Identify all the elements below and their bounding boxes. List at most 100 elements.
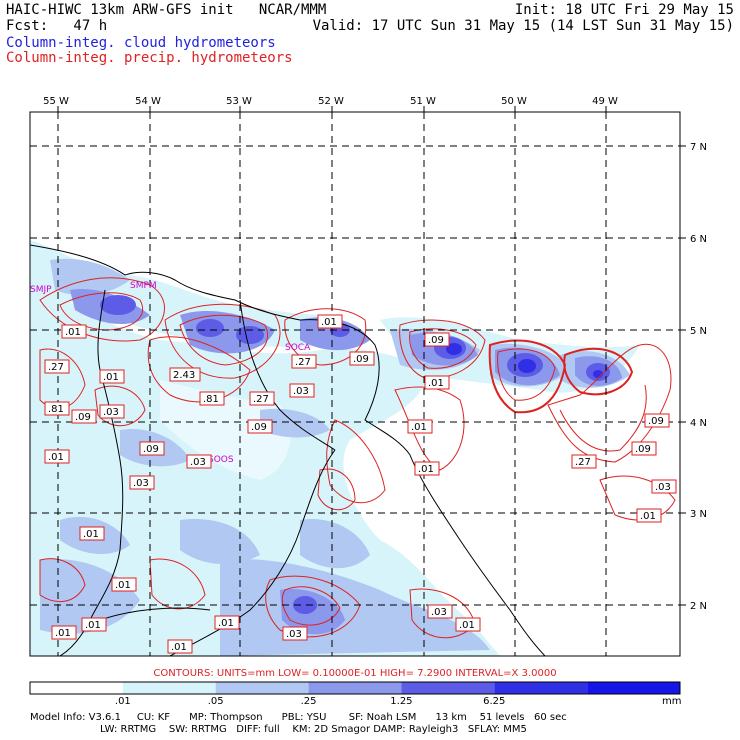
contour-label-box <box>186 454 212 469</box>
contour-label-box <box>44 401 70 416</box>
station-label: SOOS <box>208 455 234 465</box>
contour-label-box <box>455 617 481 632</box>
contour-label: .27 <box>253 394 269 405</box>
contour-label: .01 <box>115 580 131 591</box>
contour-label-box <box>644 413 670 428</box>
contour-label-box <box>214 615 240 630</box>
contour-label: .01 <box>85 620 101 631</box>
contour-label-box <box>99 369 125 384</box>
contour-label-box <box>282 626 308 641</box>
contour-label-box <box>111 577 137 592</box>
colorbar-label: 1.25 <box>390 696 412 707</box>
contour-label-box <box>169 367 201 382</box>
colorbar-swatch <box>122 682 216 694</box>
contour-label: .01 <box>48 452 64 463</box>
contour-label-box <box>61 324 87 339</box>
contour-label: .09 <box>251 422 267 433</box>
contour-label: .09 <box>75 412 91 423</box>
colorbar-frame <box>29 681 681 695</box>
contour-label-box <box>414 461 440 476</box>
colorbar-swatch <box>587 682 680 694</box>
colorbar: .01 .05 .25 1.25 6.25 <box>29 681 681 707</box>
contour-label: .03 <box>293 386 309 397</box>
lon-label: 53 W <box>226 96 252 107</box>
lon-label: 52 W <box>318 96 344 107</box>
colorbar-units: mm <box>662 696 681 707</box>
lat-label: 6 N <box>690 234 707 245</box>
contour-label: .03 <box>286 629 302 640</box>
lat-label: 7 N <box>690 142 707 153</box>
field-precip-label: Column-integ. precip. hydrometeors <box>6 50 293 66</box>
lon-label: 55 W <box>43 96 69 107</box>
forecast-hour: Fcst: 47 h <box>6 18 108 34</box>
contour-label: .01 <box>321 317 337 328</box>
contour-label-box <box>81 617 107 632</box>
contour-label-box <box>289 383 315 398</box>
contour-label: .09 <box>143 444 159 455</box>
contour-label: .09 <box>635 444 651 455</box>
contour-label: .03 <box>431 607 447 618</box>
colorbar-swatch <box>494 682 588 694</box>
contour-label: 2.43 <box>173 370 195 381</box>
lon-label: 54 W <box>135 96 161 107</box>
contour-label: .03 <box>103 407 119 418</box>
contour-label: .01 <box>459 620 475 631</box>
contour-label-box <box>51 625 77 640</box>
contour-label: .09 <box>428 335 444 346</box>
contour-label: .01 <box>103 372 119 383</box>
plot-frame <box>29 111 681 657</box>
contour-label-box <box>424 332 450 347</box>
contour-label: .01 <box>65 327 81 338</box>
contour-label-box <box>167 639 193 654</box>
init-time: Init: 18 UTC Fri 29 May 15 <box>514 2 734 18</box>
contour-label: .27 <box>48 362 64 373</box>
contour-label-box <box>44 449 70 464</box>
colorbar-label: .05 <box>208 696 224 707</box>
contour-label: .01 <box>171 642 187 653</box>
station-label: SMJP <box>30 285 52 295</box>
contour-info: CONTOURS: UNITS=mm LOW= 0.10000E-01 HIGH… <box>153 668 556 679</box>
model-info-line2: LW: RRTMG SW: RRTMG DIFF: full KM: 2D Sm… <box>100 724 527 735</box>
colorbar-label: .01 <box>115 696 131 707</box>
contour-label: .09 <box>353 354 369 365</box>
contour-label-box <box>636 508 662 523</box>
contour-label-box <box>571 454 597 469</box>
contour-label-box <box>44 359 70 374</box>
lat-label: 5 N <box>690 326 707 337</box>
contour-label: .03 <box>655 482 671 493</box>
contour-value-labels: .01 .27 .81 .01 .03 .09 .01 2.43 .81 .27 .03 .09 .09… <box>44 314 677 654</box>
field-cloud-label: Column-integ. cloud hydrometeors <box>6 35 276 51</box>
colorbar-label: .25 <box>301 696 317 707</box>
lat-label: 2 N <box>690 601 707 612</box>
contour-label: .81 <box>203 394 219 405</box>
cloud-shading <box>30 240 640 656</box>
contour-label: .03 <box>133 478 149 489</box>
contour-label: .01 <box>640 511 656 522</box>
lat-label: 3 N <box>690 509 707 520</box>
valid-time: Valid: 17 UTC Sun 31 May 15 (14 LST Sun … <box>312 18 734 34</box>
contour-label-box <box>651 479 677 494</box>
contour-label-box <box>291 354 317 369</box>
contour-label-box <box>427 604 453 619</box>
contour-label: .09 <box>648 416 664 427</box>
contour-label-box <box>139 441 165 456</box>
contour-label: .03 <box>190 457 206 468</box>
station-label: SMPM <box>130 281 157 291</box>
contour-label-box <box>424 375 450 390</box>
colorbar-swatch <box>401 682 495 694</box>
contour-label: .27 <box>295 357 311 368</box>
colorbar-swatch <box>215 682 309 694</box>
lat-label: 4 N <box>690 418 707 429</box>
contour-label-box <box>99 404 125 419</box>
contour-label-box <box>249 391 275 406</box>
model-info-line1: Model Info: V3.6.1 CU: KF MP: Thompson P… <box>30 712 567 723</box>
colorbar-swatch <box>30 682 123 694</box>
contour-label-box <box>349 351 375 366</box>
contour-label-box <box>407 419 433 434</box>
contour-label: .01 <box>411 422 427 433</box>
contour-label-box <box>199 391 225 406</box>
lon-label: 49 W <box>592 96 618 107</box>
colorbar-label: 6.25 <box>483 696 505 707</box>
contour-label-box <box>247 419 273 434</box>
